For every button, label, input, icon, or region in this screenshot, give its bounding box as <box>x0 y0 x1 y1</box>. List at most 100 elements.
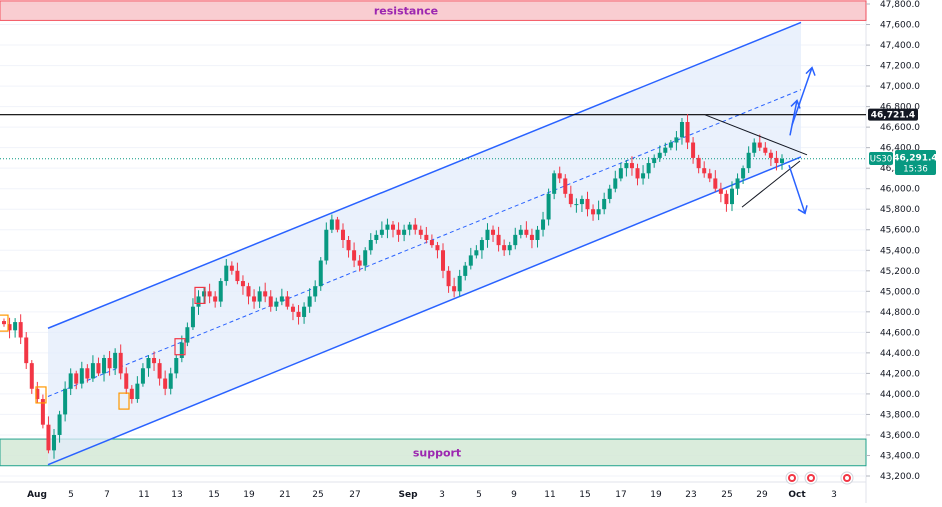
candle[interactable] <box>518 225 523 239</box>
candle[interactable] <box>568 185 573 208</box>
candle[interactable] <box>113 348 118 375</box>
candle[interactable] <box>429 234 434 248</box>
candle[interactable] <box>591 204 596 221</box>
candle[interactable] <box>696 154 701 174</box>
candle[interactable] <box>240 275 245 295</box>
candle[interactable] <box>746 146 751 173</box>
channel-top-line[interactable] <box>47 21 802 329</box>
candle[interactable] <box>596 200 601 221</box>
highlight-marker[interactable] <box>0 314 9 332</box>
candle[interactable] <box>140 363 145 387</box>
candle[interactable] <box>118 344 123 380</box>
candle[interactable] <box>424 226 429 244</box>
candle[interactable] <box>246 282 251 305</box>
candle[interactable] <box>85 364 90 383</box>
candle[interactable] <box>491 225 496 242</box>
candle[interactable] <box>413 218 418 235</box>
candle[interactable] <box>168 367 173 395</box>
candle[interactable] <box>652 154 657 168</box>
candle[interactable] <box>385 218 390 239</box>
candle[interactable] <box>529 228 534 249</box>
candle[interactable] <box>679 117 684 145</box>
candle[interactable] <box>718 182 723 203</box>
candle[interactable] <box>13 318 18 338</box>
candle[interactable] <box>329 214 334 234</box>
candle[interactable] <box>163 370 168 396</box>
candle[interactable] <box>90 355 95 382</box>
candle[interactable] <box>190 298 195 330</box>
candle[interactable] <box>457 269 462 297</box>
candle[interactable] <box>102 354 107 382</box>
candle[interactable] <box>57 410 62 443</box>
candle[interactable] <box>290 303 295 321</box>
candle[interactable] <box>229 261 234 275</box>
highlight-marker[interactable] <box>118 392 130 410</box>
candle[interactable] <box>313 280 318 302</box>
channel-bottom-line[interactable] <box>47 156 802 466</box>
channel-mid-line[interactable] <box>47 89 802 397</box>
candle[interactable] <box>285 291 290 310</box>
candle[interactable] <box>252 289 257 309</box>
candle[interactable] <box>68 368 73 396</box>
candle[interactable] <box>563 174 568 198</box>
candle[interactable] <box>524 221 529 238</box>
candle[interactable] <box>774 150 779 171</box>
candle[interactable] <box>546 188 551 226</box>
candle[interactable] <box>579 195 584 212</box>
candle[interactable] <box>318 257 323 291</box>
candle[interactable] <box>496 226 501 252</box>
candle[interactable] <box>463 261 468 281</box>
candle[interactable] <box>40 394 45 429</box>
candle[interactable] <box>35 381 40 404</box>
candle[interactable] <box>307 288 312 313</box>
candle[interactable] <box>724 190 729 212</box>
candle[interactable] <box>18 314 23 345</box>
breakout-arrow[interactable] <box>788 164 808 215</box>
highlight-marker[interactable] <box>35 386 47 404</box>
candle[interactable] <box>24 332 29 369</box>
candle[interactable] <box>268 290 273 312</box>
candle[interactable] <box>435 241 440 259</box>
candle[interactable] <box>146 355 151 377</box>
candle[interactable] <box>452 277 457 298</box>
candle[interactable] <box>363 247 368 271</box>
candle[interactable] <box>674 131 679 151</box>
candle[interactable] <box>79 361 84 389</box>
candle[interactable] <box>263 282 268 303</box>
us-flag-icon[interactable] <box>840 471 854 485</box>
candle[interactable] <box>129 385 134 404</box>
candle[interactable] <box>535 225 540 248</box>
candle[interactable] <box>707 168 712 183</box>
time-axis[interactable]: Aug 5 7 11 13 15 19 21 25 27 Sep 3 5 9 11 15 17 19 23 25 29 O… <box>27 490 837 500</box>
candle[interactable] <box>346 235 351 258</box>
us-flag-icon[interactable] <box>804 471 818 485</box>
breakout-arrow[interactable] <box>791 66 816 126</box>
candle[interactable] <box>152 351 157 371</box>
candle[interactable] <box>196 290 201 315</box>
highlight-marker[interactable] <box>194 286 206 305</box>
candle[interactable] <box>763 142 768 156</box>
candle[interactable] <box>279 288 284 306</box>
candle[interactable] <box>585 191 590 217</box>
candle[interactable] <box>29 360 34 394</box>
candle[interactable] <box>657 145 662 162</box>
candle[interactable] <box>691 137 696 164</box>
candle[interactable] <box>185 322 190 347</box>
candle[interactable] <box>213 291 218 308</box>
candle[interactable] <box>541 211 546 237</box>
candle[interactable] <box>302 302 307 324</box>
candle[interactable] <box>235 262 240 285</box>
candle[interactable] <box>335 216 340 233</box>
candle[interactable] <box>46 416 51 454</box>
candle[interactable] <box>52 429 57 459</box>
price-axis[interactable]: 47,800.0 47,600.0 47,400.0 47,200.0 47,000.0… <box>866 0 920 482</box>
candle[interactable] <box>729 181 734 212</box>
candle[interactable] <box>324 222 329 265</box>
candle[interactable] <box>357 255 362 272</box>
candle[interactable] <box>446 266 451 293</box>
candle[interactable] <box>507 241 512 256</box>
candle[interactable] <box>552 170 557 200</box>
candle[interactable] <box>391 221 395 238</box>
candle[interactable] <box>557 166 562 184</box>
